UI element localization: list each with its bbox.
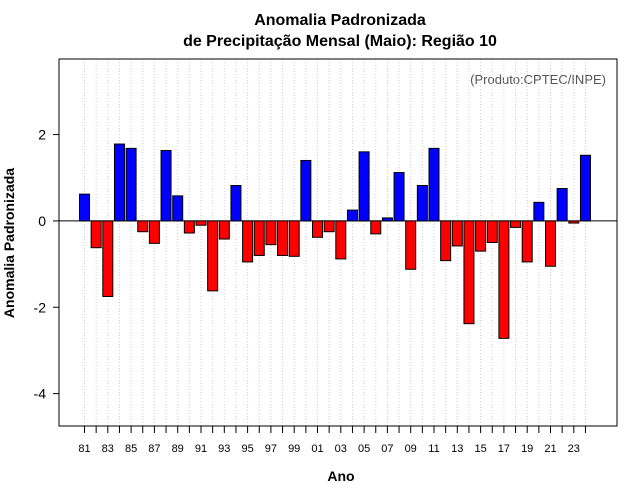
bar-2001 bbox=[312, 220, 323, 238]
x-tick-label: 85 bbox=[125, 443, 137, 455]
bar-2000 bbox=[300, 159, 312, 222]
x-tick-label: 05 bbox=[358, 443, 370, 455]
x-tick-label: 17 bbox=[498, 443, 510, 455]
bar-1997 bbox=[265, 220, 277, 246]
chart-title: Anomalia Padronizada bbox=[254, 12, 426, 29]
bar-2010 bbox=[416, 185, 428, 222]
bar-1982 bbox=[90, 220, 102, 249]
bar-2014 bbox=[463, 220, 475, 325]
x-tick-label: 11 bbox=[428, 443, 439, 455]
x-tick-label: 15 bbox=[474, 443, 486, 455]
bar-2016 bbox=[486, 220, 498, 243]
bar-1999 bbox=[288, 220, 300, 257]
x-axis: 81 83 85 87 89 91 93 95 97 99 01 03 05 07 09 11 13 15 17 19… bbox=[78, 426, 586, 455]
x-tick-label: 83 bbox=[102, 443, 114, 455]
x-tick-label: 91 bbox=[195, 443, 207, 455]
bar-2013 bbox=[451, 220, 463, 247]
x-tick-label: 99 bbox=[288, 443, 300, 455]
x-tick-label: 13 bbox=[451, 443, 463, 455]
y-tick-label: -4 bbox=[34, 386, 47, 402]
x-tick-label: 19 bbox=[521, 443, 533, 455]
bar-2020 bbox=[533, 201, 545, 222]
chart-subtitle: de Precipitação Mensal (Maio): Região 10 bbox=[183, 33, 497, 50]
bar-2015 bbox=[475, 220, 487, 252]
bar-1981 bbox=[79, 193, 90, 222]
bar-2007 bbox=[381, 217, 393, 222]
bar-1996 bbox=[253, 220, 265, 256]
bar-2023 bbox=[568, 220, 580, 224]
bar-1989 bbox=[172, 195, 184, 222]
x-tick-label: 97 bbox=[265, 443, 277, 455]
bar-2003 bbox=[335, 220, 347, 260]
bar-2021 bbox=[545, 220, 556, 267]
bar-2019 bbox=[521, 220, 533, 263]
bar-2024 bbox=[579, 154, 591, 222]
x-axis-title: Ano bbox=[327, 468, 354, 484]
bar-2002 bbox=[323, 220, 335, 233]
y-axis-title: Anomalia Padronizada bbox=[1, 168, 17, 318]
x-tick-label: 09 bbox=[405, 443, 417, 455]
bars bbox=[79, 143, 591, 339]
x-tick-label: 01 bbox=[311, 443, 323, 455]
bar-1991 bbox=[195, 220, 207, 226]
bar-1998 bbox=[277, 220, 289, 256]
x-tick-label: 81 bbox=[78, 443, 90, 455]
bar-2011 bbox=[428, 147, 440, 222]
bar-1994 bbox=[230, 185, 242, 222]
bar-1983 bbox=[102, 220, 114, 297]
bar-1986 bbox=[137, 220, 149, 233]
bar-1992 bbox=[207, 220, 219, 292]
bar-2018 bbox=[510, 220, 522, 228]
y-axis: -4 -2 0 2 bbox=[34, 127, 59, 402]
x-tick-label: 21 bbox=[544, 443, 556, 455]
bar-2017 bbox=[498, 220, 510, 339]
bar-2006 bbox=[370, 220, 382, 235]
x-tick-label: 87 bbox=[148, 443, 160, 455]
x-tick-label: 89 bbox=[172, 443, 184, 455]
bar-1993 bbox=[218, 220, 230, 240]
x-tick-label: 93 bbox=[218, 443, 230, 455]
bar-2008 bbox=[393, 172, 405, 222]
bar-2012 bbox=[440, 220, 452, 262]
x-tick-label: 23 bbox=[568, 443, 580, 455]
bar-1990 bbox=[183, 220, 195, 234]
bar-2009 bbox=[405, 220, 417, 270]
y-tick-label: 2 bbox=[38, 127, 46, 143]
bar-2005 bbox=[358, 151, 370, 222]
x-tick-label: 03 bbox=[335, 443, 347, 455]
y-tick-label: 0 bbox=[38, 213, 46, 229]
bar-1995 bbox=[242, 220, 254, 263]
x-tick-label: 07 bbox=[381, 443, 393, 455]
bar-1985 bbox=[125, 147, 137, 222]
bar-1988 bbox=[160, 150, 172, 222]
bar-2022 bbox=[556, 188, 568, 222]
y-tick-label: -2 bbox=[34, 299, 47, 315]
bar-2004 bbox=[346, 209, 358, 222]
plot-frame bbox=[58, 58, 618, 427]
bar-1984 bbox=[113, 143, 125, 222]
bar-1987 bbox=[148, 220, 160, 244]
x-tick-label: 95 bbox=[241, 443, 253, 455]
